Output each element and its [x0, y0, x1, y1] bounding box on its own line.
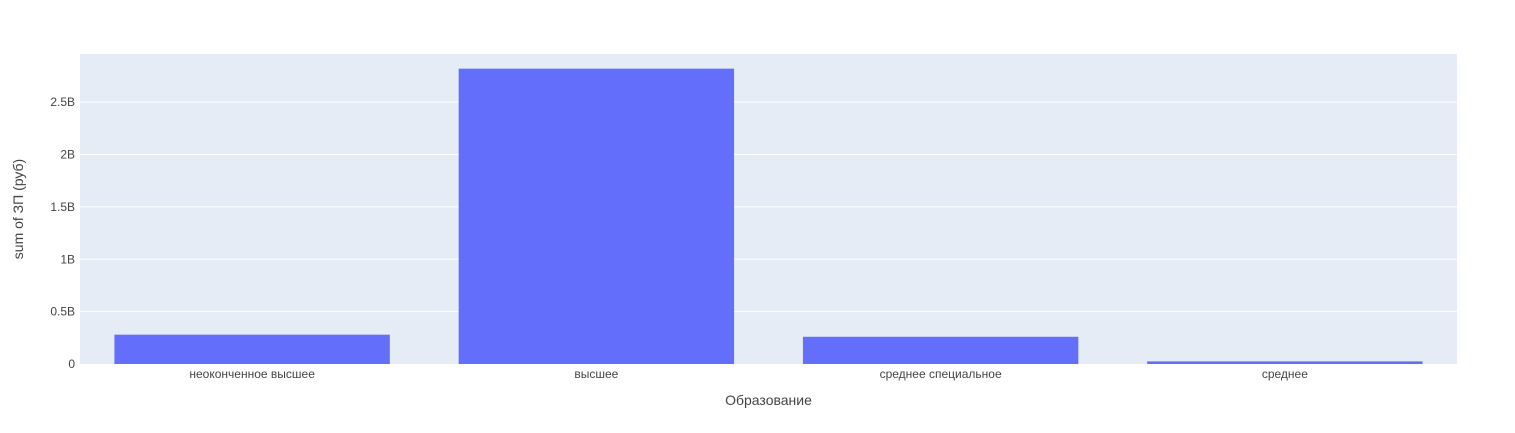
- y-tick-label: 2.5B: [50, 95, 75, 109]
- x-tick-label: среднее специальное: [880, 367, 1002, 381]
- y-tick-label: 1B: [60, 252, 75, 266]
- x-tick-label: среднее: [1262, 367, 1308, 381]
- y-tick-label: 1.5B: [50, 200, 75, 214]
- bar[interactable]: [802, 336, 1079, 364]
- grid-lines: [80, 101, 1457, 313]
- x-tick-label: неоконченное высшее: [189, 367, 315, 381]
- bar[interactable]: [114, 334, 390, 364]
- y-tick-label: 2B: [60, 148, 75, 162]
- y-tick-label: 0.5B: [50, 305, 75, 319]
- bar[interactable]: [1147, 361, 1423, 364]
- x-tick-labels: неоконченное высшее высшее среднее специал…: [189, 367, 1308, 381]
- plot-area: [80, 54, 1457, 364]
- bar[interactable]: [458, 68, 735, 364]
- bars: [114, 68, 1423, 364]
- y-tick-label: 0: [68, 357, 75, 371]
- x-tick-label: высшее: [574, 367, 618, 381]
- y-tick-labels: 0 0.5B 1B 1.5B 2B 2.5B: [50, 95, 75, 371]
- x-axis-title: Образование: [725, 392, 812, 408]
- y-axis-title: sum of ЗП (руб): [10, 159, 26, 259]
